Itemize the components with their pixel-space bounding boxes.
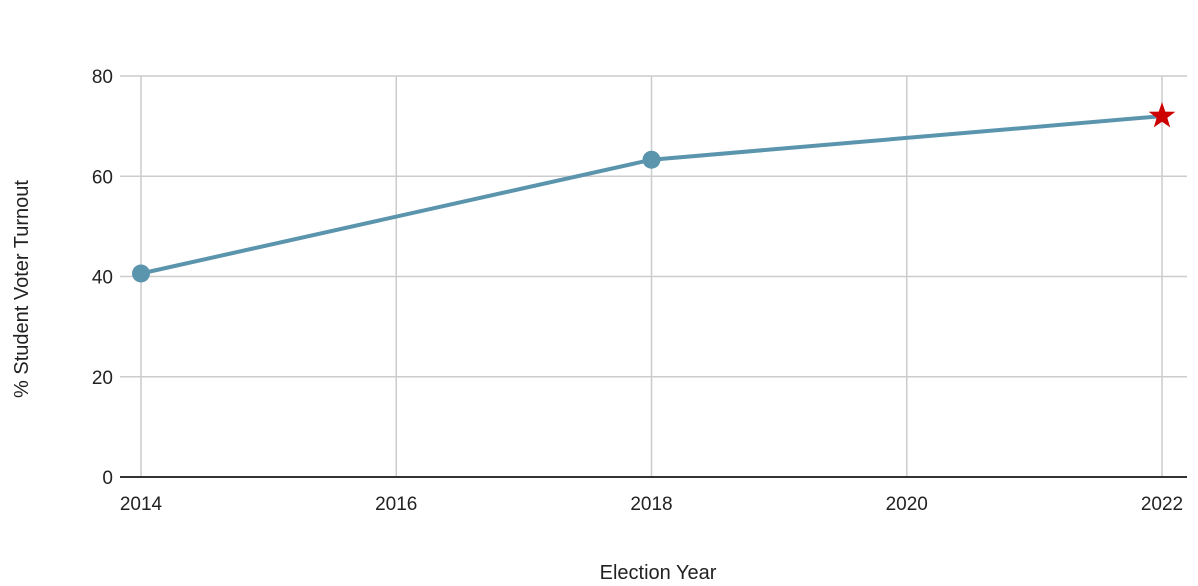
x-tick-label: 2014 bbox=[120, 494, 163, 515]
y-tick-label: 20 bbox=[92, 368, 113, 389]
y-tick-label: 80 bbox=[92, 67, 113, 88]
tick-labels: 0 20 40 60 80 2014 2016 2018 2020 2022 bbox=[92, 67, 1183, 515]
data-point-star-marker bbox=[1148, 102, 1176, 128]
y-axis-title: % Student Voter Turnout bbox=[11, 180, 33, 398]
data-point-marker bbox=[132, 264, 150, 283]
x-axis-title: Election Year bbox=[600, 562, 717, 584]
markers bbox=[132, 102, 1176, 283]
y-tick-label: 40 bbox=[92, 268, 113, 289]
x-tick-label: 2020 bbox=[886, 494, 928, 515]
grid bbox=[120, 75, 1187, 477]
x-tick-label: 2016 bbox=[375, 494, 417, 515]
y-tick-label: 60 bbox=[92, 167, 113, 188]
data-point-marker bbox=[642, 150, 661, 169]
x-tick-label: 2018 bbox=[630, 494, 672, 515]
y-tick-label: 0 bbox=[102, 468, 113, 489]
x-tick-label: 2022 bbox=[1141, 494, 1183, 515]
